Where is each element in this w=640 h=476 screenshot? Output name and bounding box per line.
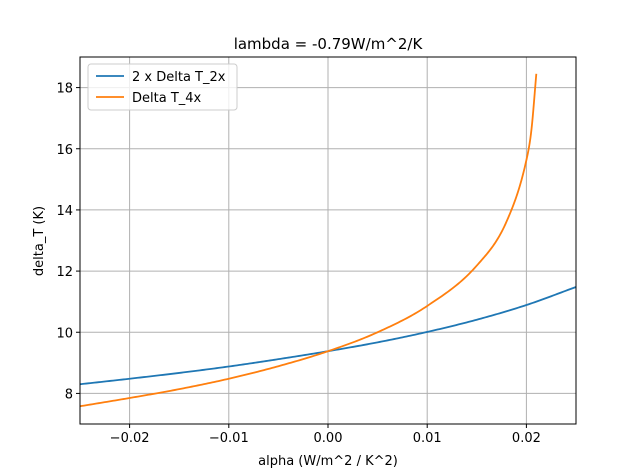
y-tick-label: 14	[56, 204, 73, 219]
y-tick-label: 8	[65, 387, 73, 402]
series-line-2	[79, 73, 538, 408]
x-axis-label: alpha (W/m^2 / K^2)	[258, 454, 398, 469]
y-axis-label: delta_T (K)	[32, 206, 47, 276]
y-tick-label: 16	[56, 143, 73, 158]
grid	[80, 57, 576, 424]
x-tick-label: −0.02	[110, 431, 150, 446]
legend: 2 x Delta T_2x Delta T_4x	[87, 63, 238, 111]
chart-title: lambda = -0.79W/m^2/K	[234, 35, 424, 53]
series-lines	[79, 73, 577, 408]
y-tick-label: 12	[56, 265, 73, 280]
legend-label: 2 x Delta T_2x	[132, 70, 226, 85]
legend-label: Delta T_4x	[132, 91, 202, 106]
axis-ticks: −0.02 −0.01 0.00 0.01 0.02 8 10 12 14 16 18	[56, 82, 540, 446]
x-tick-label: −0.01	[209, 431, 249, 446]
y-tick-label: 18	[56, 82, 73, 97]
legend-box	[87, 63, 238, 111]
y-tick-label: 10	[56, 326, 73, 341]
x-tick-label: 0.01	[413, 431, 442, 446]
x-tick-label: 0.02	[512, 431, 541, 446]
x-tick-label: 0.00	[314, 431, 343, 446]
